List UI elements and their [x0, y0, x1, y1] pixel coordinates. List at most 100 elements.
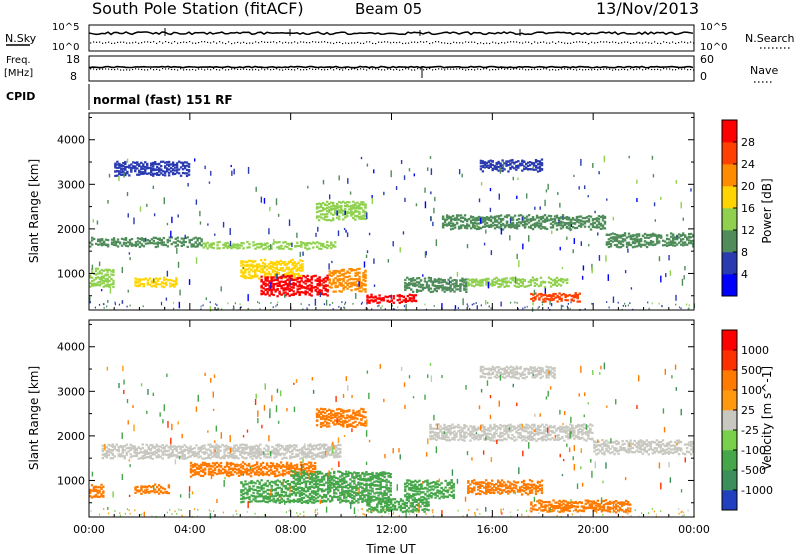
data-cell: [151, 453, 154, 456]
data-cell: [304, 482, 308, 485]
data-cell: [637, 244, 641, 247]
data-cell: [169, 453, 172, 456]
data-cell: [213, 453, 216, 456]
data-cell: [89, 276, 92, 279]
data-cell: [322, 499, 326, 502]
data-cell: [110, 243, 114, 246]
data-cell: [297, 268, 300, 272]
data-cell: [267, 263, 271, 266]
data-cell: [98, 280, 102, 283]
data-cell: [550, 294, 553, 297]
data-cell: [332, 271, 335, 275]
data-cell: [657, 235, 661, 238]
data-cell: [160, 282, 164, 285]
noise-mark: [682, 217, 684, 221]
freq-panel: [88, 55, 695, 82]
data-cell: [145, 449, 148, 452]
data-cell: [324, 245, 327, 248]
nave-dot: [186, 69, 188, 71]
data-cell: [292, 477, 296, 480]
data-cell: [117, 454, 120, 458]
data-cell: [542, 298, 545, 301]
data-cell: [443, 287, 446, 290]
data-cell: [181, 162, 185, 166]
data-cell: [549, 278, 553, 281]
data-cell: [335, 492, 338, 495]
figure-title: South Pole Station (fitACF): [92, 0, 304, 18]
data-cell: [429, 290, 433, 294]
data-cell: [257, 446, 260, 449]
data-cell: [142, 490, 145, 493]
data-cell: [261, 472, 265, 475]
data-cell: [328, 490, 332, 493]
data-cell: [601, 225, 605, 228]
data-cell: [335, 444, 338, 448]
data-cell: [555, 281, 559, 284]
data-cell: [293, 272, 296, 276]
data-cell: [242, 247, 245, 250]
data-cell: [329, 201, 333, 204]
data-cell: [515, 227, 519, 230]
data-cell: [231, 448, 234, 451]
data-cell: [194, 241, 197, 244]
data-cell: [178, 240, 181, 243]
data-cell: [308, 477, 312, 480]
near-range-mark: [106, 305, 108, 308]
nave-dot: [417, 68, 419, 70]
data-cell: [525, 285, 529, 288]
data-cell: [540, 164, 544, 167]
data-cell: [280, 275, 283, 278]
data-cell: [104, 273, 107, 276]
data-cell: [328, 273, 331, 277]
data-cell: [281, 266, 284, 270]
data-cell: [314, 475, 318, 478]
data-cell: [312, 492, 316, 495]
data-cell: [191, 474, 195, 477]
data-cell: [187, 447, 190, 450]
nave-dot: [246, 68, 248, 70]
data-cell: [142, 171, 145, 174]
data-cell: [455, 214, 459, 217]
data-cell: [621, 234, 625, 237]
noise-mark: [344, 210, 346, 215]
near-range-mark: [129, 304, 131, 307]
data-cell: [297, 274, 300, 277]
data-cell: [150, 280, 154, 283]
nsearch-dot: [531, 43, 533, 45]
nave-dot: [237, 68, 239, 70]
noise-mark: [462, 298, 464, 306]
data-cell: [155, 456, 158, 459]
near-range-mark: [488, 305, 490, 308]
data-cell: [140, 238, 144, 241]
data-cell: [554, 296, 557, 299]
nave-dot: [657, 68, 659, 70]
data-cell: [128, 166, 131, 169]
data-cell: [300, 471, 304, 474]
noise-mark: [229, 240, 232, 247]
data-cell: [145, 452, 148, 456]
data-cell: [296, 285, 299, 288]
data-cell: [314, 471, 318, 474]
data-cell: [318, 291, 321, 294]
data-cell: [615, 239, 619, 243]
data-cell: [134, 244, 138, 248]
data-cell: [100, 493, 103, 496]
data-cell: [337, 443, 340, 447]
data-cell: [297, 272, 300, 275]
nave-dot: [324, 69, 326, 71]
nsearch-dot: [567, 42, 569, 44]
data-cell: [521, 215, 525, 218]
data-cell: [342, 213, 345, 216]
noise-mark: [373, 169, 375, 174]
data-cell: [146, 239, 150, 242]
noise-mark: [441, 289, 443, 292]
data-cell: [96, 489, 99, 492]
data-cell: [501, 159, 504, 162]
data-cell: [294, 488, 298, 492]
data-cell: [439, 281, 442, 284]
noise-mark: [255, 186, 257, 192]
near-range-mark: [329, 303, 331, 306]
data-cell: [647, 243, 651, 246]
data-cell: [244, 497, 247, 500]
